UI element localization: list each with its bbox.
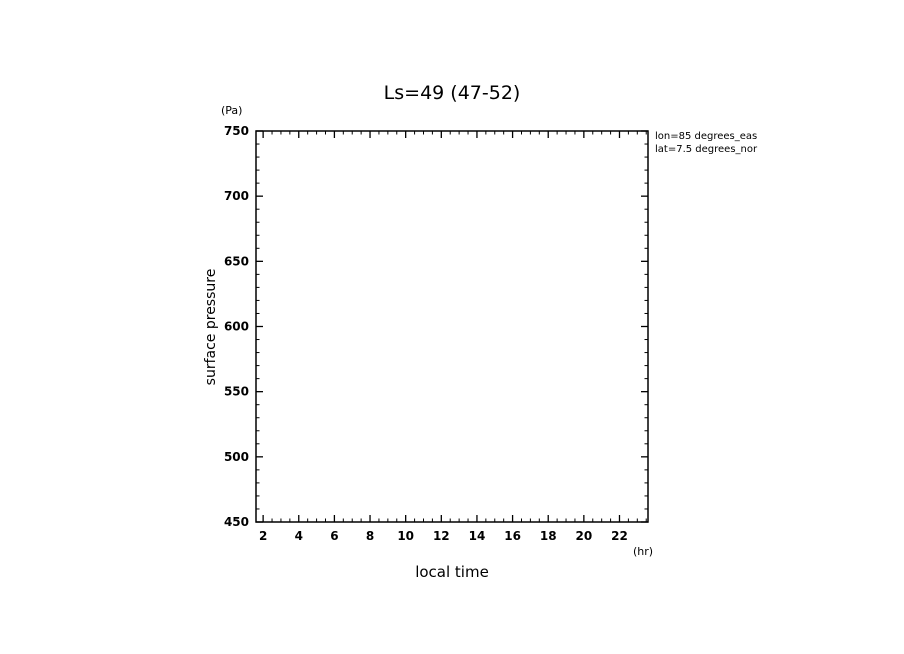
plot-frame — [255, 130, 649, 523]
y-tick-label: 450 — [224, 515, 249, 529]
y-axis-label: surface pressure — [203, 269, 219, 386]
y-tick-label: 650 — [224, 254, 249, 268]
x-tick-label: 4 — [295, 529, 303, 543]
y-tick-label: 500 — [224, 450, 249, 464]
y-tick-label: 550 — [224, 385, 249, 399]
y-tick-label: 750 — [224, 124, 249, 138]
x-tick-label: 6 — [330, 529, 338, 543]
x-tick-label: 22 — [611, 529, 628, 543]
annotation-lon: lon=85 degrees_eas — [655, 131, 757, 142]
x-axis-label: local time — [415, 563, 489, 581]
x-tick-label: 20 — [576, 529, 593, 543]
y-tick-label: 700 — [224, 189, 249, 203]
y-unit-label: (Pa) — [221, 104, 242, 117]
x-tick-label: 16 — [504, 529, 521, 543]
y-tick-label: 600 — [224, 320, 249, 334]
axes-layer: 450 500 550 600 650 700 750 2 4 6 8 10 12 14 16 18 20 22 — [224, 124, 648, 543]
annotation-lat: lat=7.5 degrees_nor — [655, 144, 758, 155]
x-unit-label: (hr) — [633, 545, 653, 558]
x-tick-label: 14 — [469, 529, 486, 543]
chart-title: Ls=49 (47-52) — [384, 82, 521, 104]
x-tick-label: 18 — [540, 529, 557, 543]
x-tick-label: 2 — [259, 529, 267, 543]
x-tick-label: 8 — [366, 529, 374, 543]
x-tick-label: 10 — [397, 529, 414, 543]
x-tick-label: 12 — [433, 529, 450, 543]
